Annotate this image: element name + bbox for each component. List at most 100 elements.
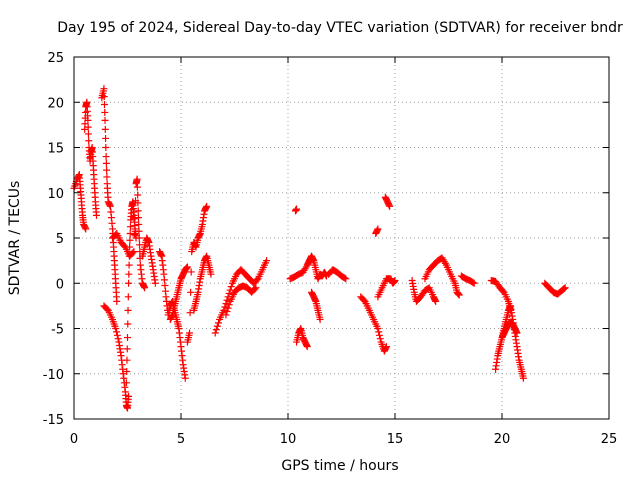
data-point (221, 303, 229, 311)
data-point (113, 331, 121, 339)
data-point (226, 286, 234, 294)
data-point (82, 225, 90, 233)
data-point (122, 379, 130, 387)
y-tick-label: 20 (47, 96, 64, 111)
data-point (382, 343, 390, 351)
data-point (85, 137, 93, 145)
data-point (134, 207, 142, 215)
data-point (134, 191, 142, 199)
data-point (114, 335, 122, 343)
data-point (135, 220, 143, 228)
data-point (455, 291, 463, 299)
data-point (375, 331, 383, 339)
data-point (469, 279, 477, 287)
data-point (251, 285, 259, 293)
data-point (124, 334, 131, 342)
x-tick-label: 10 (280, 432, 297, 447)
data-point (183, 263, 191, 271)
x-axis-label: GPS time / hours (281, 458, 398, 474)
data-point (207, 270, 215, 278)
data-point (84, 130, 92, 138)
data-point (130, 248, 138, 256)
data-point (303, 343, 311, 351)
x-tick-label: 5 (177, 432, 185, 447)
data-point (211, 329, 219, 337)
x-tick-label: 25 (601, 432, 618, 447)
data-points (70, 85, 569, 412)
data-point (432, 297, 440, 305)
data-point (133, 183, 141, 191)
data-point (225, 301, 233, 309)
data-point (263, 257, 271, 265)
data-point (133, 175, 141, 183)
data-point (101, 125, 109, 133)
y-tick-label: 25 (47, 51, 64, 66)
data-point (126, 236, 134, 244)
data-point (130, 231, 138, 239)
data-point (123, 356, 131, 364)
data-point (561, 284, 569, 292)
data-point (102, 134, 110, 142)
data-point (100, 101, 108, 109)
data-point (100, 93, 108, 101)
data-point (113, 297, 121, 305)
data-point (102, 159, 110, 167)
data-point (560, 285, 568, 293)
data-point (186, 309, 194, 317)
data-point (123, 367, 131, 375)
data-point (135, 227, 143, 235)
data-point (560, 284, 568, 292)
data-point (135, 234, 143, 242)
data-point (125, 279, 133, 287)
data-point (134, 199, 142, 207)
data-point (293, 205, 301, 213)
data-point (151, 279, 159, 287)
data-point (227, 283, 235, 291)
data-point (223, 296, 231, 304)
data-point (125, 392, 133, 400)
data-point (386, 202, 394, 210)
data-point (214, 319, 222, 327)
data-point (203, 202, 211, 210)
data-point (519, 374, 527, 382)
data-point (224, 304, 232, 312)
data-point (124, 320, 132, 328)
data-point (100, 85, 108, 93)
data-point (126, 223, 134, 231)
data-point (316, 315, 324, 323)
y-tick-label: 10 (47, 187, 64, 202)
x-tick-label: 0 (70, 432, 78, 447)
data-point (92, 211, 100, 219)
data-point (341, 274, 349, 282)
data-point (513, 329, 521, 337)
data-point (187, 288, 195, 296)
data-point (103, 166, 111, 174)
data-point (374, 225, 382, 233)
data-point (101, 116, 109, 124)
data-point (124, 293, 132, 301)
data-point (212, 326, 220, 334)
data-point (113, 328, 121, 336)
data-point (223, 308, 231, 316)
data-point (129, 249, 137, 257)
grid-lines (74, 57, 609, 419)
data-point (141, 284, 149, 292)
data-point (123, 345, 131, 353)
data-point (391, 277, 399, 285)
data-point (375, 328, 383, 336)
data-point (225, 289, 233, 297)
y-tick-label: -15 (43, 413, 64, 428)
y-tick-label: 15 (47, 142, 64, 157)
y-tick-label: 0 (56, 277, 64, 292)
data-point (125, 270, 133, 278)
data-point (112, 325, 120, 332)
data-point (84, 116, 92, 124)
data-point (342, 275, 350, 283)
x-tick-label: 20 (494, 432, 511, 447)
data-point (470, 279, 478, 287)
data-point (213, 322, 221, 330)
data-point (102, 144, 110, 151)
data-point (124, 306, 132, 314)
data-point (181, 374, 189, 382)
